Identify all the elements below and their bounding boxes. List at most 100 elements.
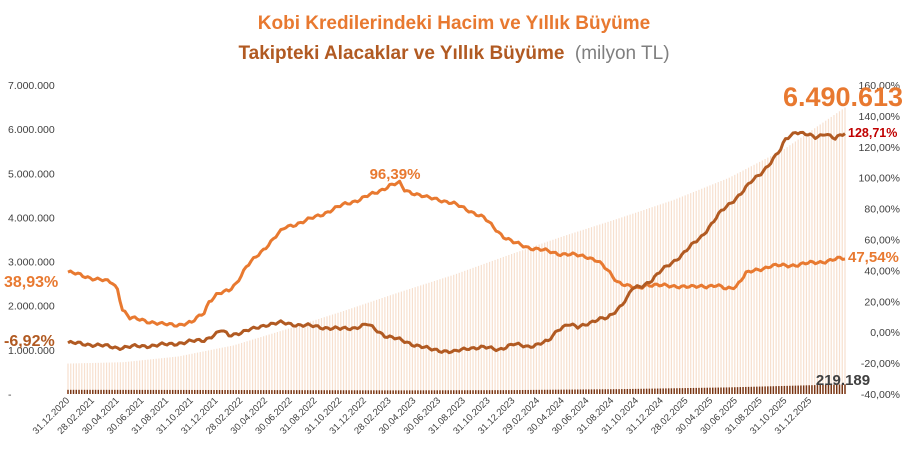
bar [111, 389, 113, 394]
bar [285, 329, 287, 394]
bar [544, 242, 546, 394]
bar [521, 389, 524, 394]
bar [196, 389, 199, 394]
bar [497, 258, 499, 394]
bar [122, 362, 124, 394]
bar [830, 116, 832, 395]
bar [158, 358, 160, 394]
bar [97, 362, 99, 394]
bar [408, 390, 411, 394]
bar [403, 390, 405, 394]
bar [549, 240, 551, 394]
bar [833, 384, 835, 394]
bar [378, 298, 380, 394]
bar [174, 356, 177, 394]
bar [483, 390, 485, 394]
bar [466, 269, 469, 394]
bar [711, 387, 714, 394]
bar [673, 388, 675, 394]
bar [389, 295, 391, 394]
bar [604, 222, 606, 394]
bar [414, 390, 416, 394]
bar [610, 220, 612, 394]
bar [122, 389, 124, 394]
bar [648, 208, 650, 394]
bar [654, 206, 656, 394]
bar [345, 310, 347, 394]
bar [590, 389, 593, 394]
left-axis: - 1.000.000 2.000.000 3.000.000 4.000.000 5.0… [8, 80, 55, 401]
bar [252, 339, 254, 394]
right-tick-label: 40,00% [864, 265, 900, 277]
bar [792, 143, 794, 394]
credit-volume-bars [67, 107, 846, 395]
bar [342, 311, 345, 394]
bar [659, 204, 661, 394]
bar [227, 390, 229, 394]
bar [301, 390, 303, 394]
bar [444, 277, 447, 394]
bar [320, 318, 323, 394]
bar [541, 243, 543, 394]
bar [67, 389, 69, 394]
bar [149, 389, 152, 394]
bar [224, 390, 226, 394]
bar [596, 389, 598, 394]
bar [282, 330, 284, 394]
bar [522, 250, 524, 394]
bar [552, 389, 554, 394]
bar [342, 390, 345, 394]
bar [497, 390, 499, 394]
bar [119, 389, 122, 394]
bar [673, 199, 675, 394]
bar [144, 359, 146, 394]
bar [516, 390, 518, 394]
bar [177, 356, 179, 394]
bar [183, 355, 185, 395]
bar [263, 336, 265, 394]
bar [249, 340, 251, 394]
chart-subtitle: Takipteki Alacaklar ve Yıllık Büyüme [238, 43, 564, 64]
bar [574, 389, 576, 394]
bar [100, 389, 102, 394]
bar [450, 275, 452, 394]
bar [618, 389, 620, 394]
bar [70, 363, 72, 394]
bar [392, 294, 394, 394]
bar [546, 389, 549, 394]
bar [756, 163, 758, 394]
chart-title: Kobi Kredilerindeki Hacim ve Yıllık Büyü… [258, 13, 650, 34]
bar [588, 228, 590, 394]
bar [524, 389, 527, 394]
bar [136, 360, 138, 394]
bar [838, 111, 841, 394]
bar [67, 363, 69, 394]
bar [769, 386, 772, 394]
bar [505, 390, 507, 394]
bar [395, 293, 397, 394]
bar [439, 390, 441, 394]
bar [78, 363, 80, 394]
bar [356, 390, 359, 394]
bar [579, 230, 582, 394]
bar [221, 390, 224, 394]
bar [615, 389, 618, 394]
bar [734, 174, 736, 394]
bar [684, 195, 686, 394]
bar [502, 390, 505, 394]
bar [538, 244, 540, 394]
bar [428, 390, 430, 394]
bar [315, 390, 317, 394]
bar [439, 279, 441, 394]
bar [389, 390, 392, 394]
bar [94, 362, 97, 394]
bar [381, 390, 383, 394]
bar [130, 361, 132, 394]
bar [530, 247, 532, 394]
bar [662, 388, 664, 394]
bar [706, 186, 708, 394]
bar [802, 385, 805, 394]
bar [166, 357, 168, 394]
bar [615, 219, 617, 394]
